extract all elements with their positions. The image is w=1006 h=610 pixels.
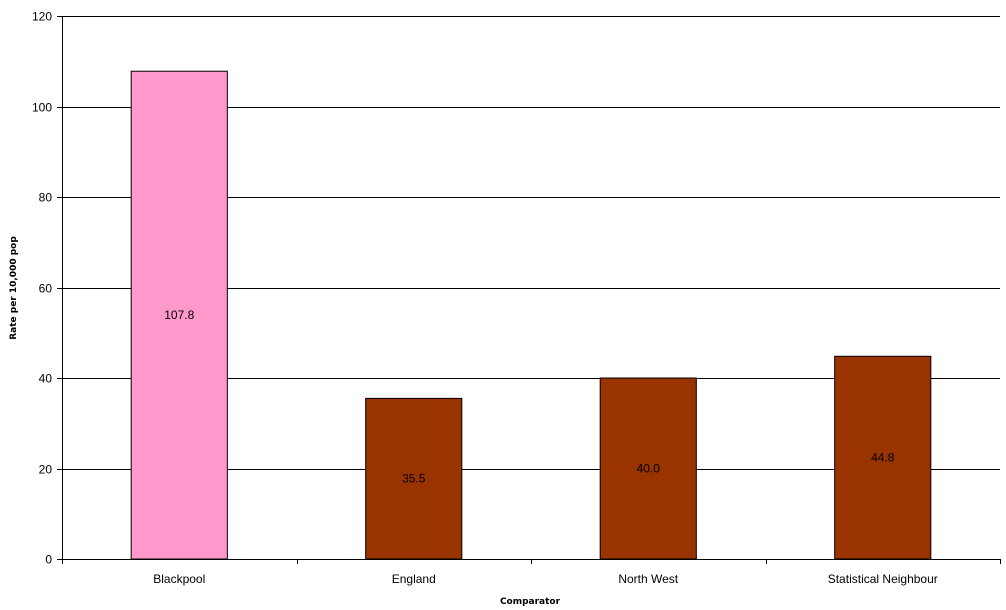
y-tick-label: 60 [39, 282, 53, 296]
y-tick-label: 0 [45, 553, 52, 567]
y-tick-label: 20 [39, 463, 53, 477]
y-tick-label: 120 [32, 10, 52, 24]
bar [365, 397, 463, 560]
y-axis-title: Rate per 10,000 pop [9, 236, 19, 340]
y-tick-label: 100 [32, 101, 52, 115]
x-category-label: North West [618, 572, 678, 586]
data-label: 107.8 [164, 308, 194, 322]
x-axis-title: Comparator [500, 597, 561, 607]
y-tick-label: 40 [39, 372, 53, 386]
x-category-label: England [392, 572, 436, 586]
data-label: 40.0 [637, 462, 661, 476]
axes [57, 16, 1001, 564]
data-label: 35.5 [402, 472, 426, 486]
x-category-label: Blackpool [153, 572, 205, 586]
bar [599, 377, 697, 560]
bar [834, 355, 932, 560]
bars [130, 70, 932, 560]
labels: 0 20 40 60 80 100 120 107.8 Blackpool 35.5 England… [32, 10, 938, 587]
data-label: 44.8 [871, 451, 895, 465]
y-tick-label: 80 [39, 191, 53, 205]
x-category-label: Statistical Neighbour [828, 572, 938, 586]
